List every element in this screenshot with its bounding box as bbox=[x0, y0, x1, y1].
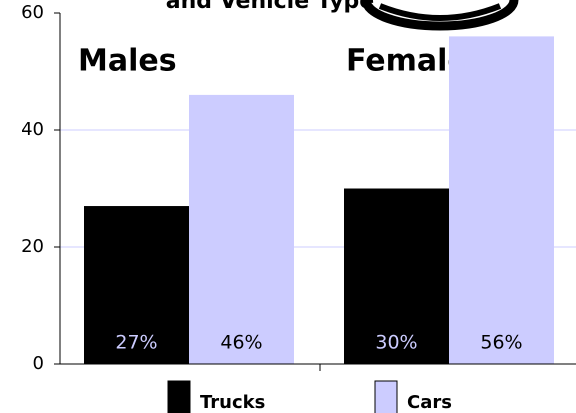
bar bbox=[189, 94, 294, 365]
steering-wheel-icon bbox=[361, 0, 519, 31]
chart-title: and Vehicle Type bbox=[166, 0, 374, 14]
legend-swatch bbox=[374, 380, 398, 413]
bar bbox=[449, 36, 554, 365]
bar bbox=[344, 188, 449, 364]
legend-label: Cars bbox=[407, 392, 452, 413]
y-tick-label: 0 bbox=[33, 353, 44, 374]
value-label: 46% bbox=[220, 332, 262, 354]
legend-swatch bbox=[167, 380, 191, 413]
y-tick-label: 20 bbox=[21, 236, 44, 257]
y-tick-label: 60 bbox=[21, 2, 44, 23]
category-label: Males bbox=[78, 44, 177, 79]
bar bbox=[84, 206, 189, 364]
y-tick-label: 40 bbox=[21, 119, 44, 140]
value-label: 30% bbox=[375, 332, 417, 354]
value-label: 27% bbox=[115, 332, 157, 354]
value-label: 56% bbox=[480, 332, 522, 354]
legend-label: Trucks bbox=[200, 392, 265, 413]
